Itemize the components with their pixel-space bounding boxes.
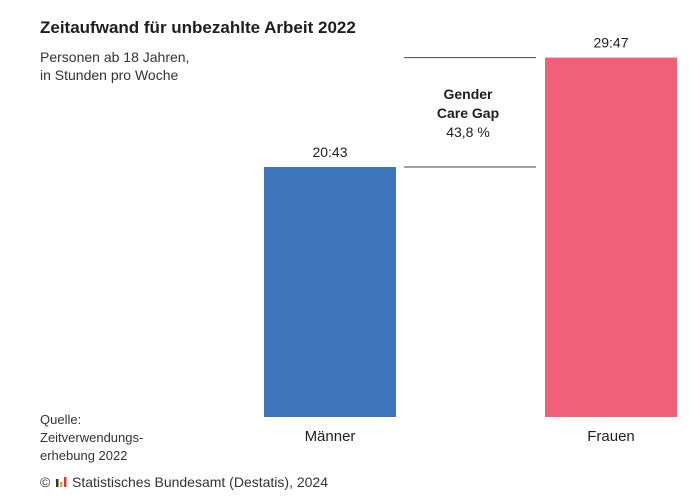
category-label-maenner: Männer [305,428,356,445]
chart-subtitle-line-1: Personen ab 18 Jahren, [40,49,189,65]
bar-maenner [264,167,396,417]
gap-annotation-title-line-1: Gender [443,86,493,102]
bar-frauen [545,57,677,417]
chart-title: Zeitaufwand für unbezahlte Arbeit 2022 [40,18,356,37]
category-label-frauen: Frauen [587,428,635,445]
source-line-2: Zeitverwendungs- [40,430,143,445]
copyright-text: Statistisches Bundesamt (Destatis), 2024 [72,474,328,490]
gap-annotation-value: 43,8 % [446,124,490,140]
bars-group [264,57,677,417]
copyright-symbol: © [40,474,51,490]
chart-subtitle-line-2: in Stunden pro Woche [40,67,178,83]
source-line-3: erhebung 2022 [40,448,127,463]
data-label-frauen: 29:47 [593,35,628,51]
gap-annotation-title-line-2: Care Gap [437,105,499,121]
data-label-maenner: 20:43 [312,144,347,160]
source-line-1: Quelle: [40,412,81,427]
destatis-logo-icon [56,477,67,487]
gender-care-gap-lines [404,57,536,168]
